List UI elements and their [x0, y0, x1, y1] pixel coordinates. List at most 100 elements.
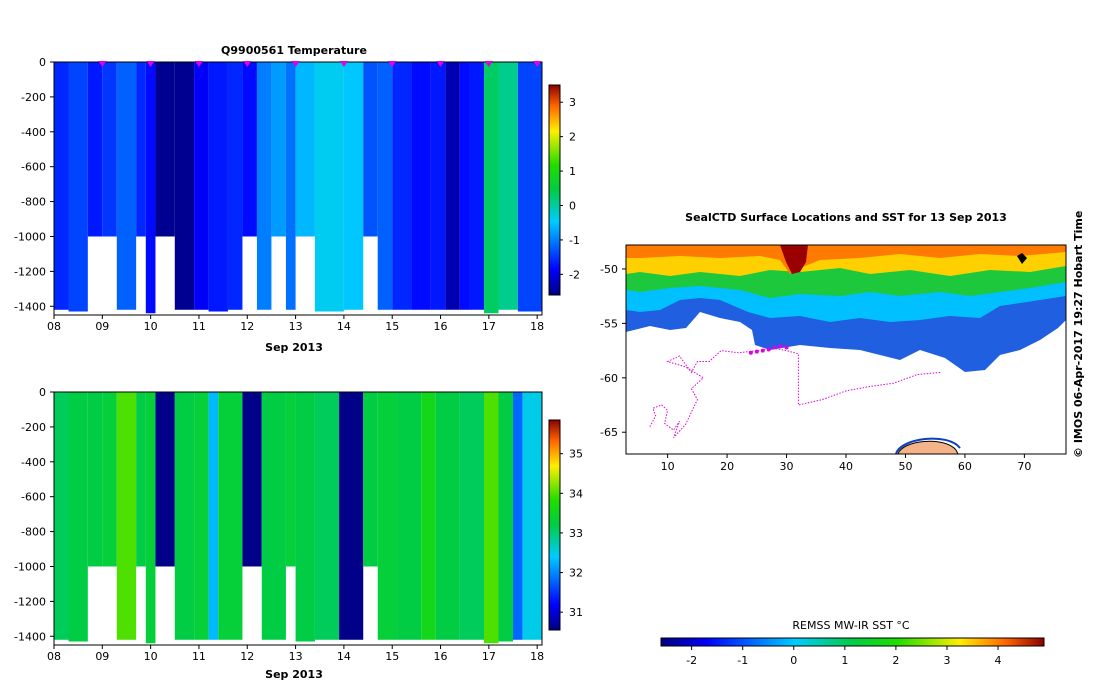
profile-cell-14	[271, 62, 286, 237]
profile-cell-22	[411, 62, 431, 310]
map-y-tick-label: -50	[600, 263, 618, 276]
profile-cell-7	[155, 392, 175, 567]
profile-cell-17	[339, 392, 364, 640]
colorbar-tick-label: 32	[569, 567, 583, 580]
seal-position	[766, 347, 771, 352]
profile-cell-12	[242, 62, 257, 237]
profile-marker	[533, 61, 542, 67]
sst-colorbar-tick-label: 1	[841, 654, 848, 667]
x-tick-label: 09	[95, 650, 109, 663]
map-x-tick-label: 60	[958, 460, 972, 473]
colorbar-tick-label: 1	[569, 165, 576, 178]
sst-colorbar-tick-label: -2	[686, 654, 697, 667]
profile-cell-5	[136, 62, 146, 237]
profile-cell-4	[116, 62, 137, 310]
map-x-tick-label: 10	[661, 460, 675, 473]
profile-cell-24	[484, 392, 499, 644]
profile-cell-15	[295, 392, 315, 642]
profile-cell-5	[136, 392, 146, 567]
profile-cell-26	[469, 62, 485, 310]
island-marker	[1017, 253, 1027, 264]
profile-marker	[194, 61, 203, 67]
seal-position	[778, 344, 783, 349]
profile-cell-19	[363, 62, 378, 237]
profile-cell-18	[343, 62, 364, 310]
x-tick-label: 08	[47, 650, 61, 663]
map-x-tick-label: 50	[898, 460, 912, 473]
map-x-tick-label: 30	[780, 460, 794, 473]
x-tick-label: 12	[240, 650, 254, 663]
seal-position	[754, 349, 759, 354]
sst-colorbar-tick-label: -1	[737, 654, 748, 667]
profile-marker	[146, 61, 155, 67]
profile-cell-13	[256, 62, 272, 310]
profile-marker	[388, 61, 397, 67]
sst-colorbar-tick-label: 0	[790, 654, 797, 667]
y-tick-label: -1000	[14, 560, 46, 573]
temperature-colorbar-ticks: 3 2 1 0 -1 -2	[560, 96, 580, 281]
profile-marker	[291, 61, 300, 67]
profile-cell-21	[421, 392, 436, 640]
sst-colorbar-tick-label: 2	[892, 654, 899, 667]
profile-cell-22	[435, 392, 460, 640]
profile-cell-20	[377, 62, 393, 310]
x-tick-label: 14	[337, 320, 351, 333]
profile-cell-15	[285, 62, 296, 310]
profile-cell-0	[54, 392, 69, 640]
seal-position	[748, 350, 753, 355]
profile-cell-19	[377, 392, 398, 640]
profile-cell-13	[261, 392, 286, 640]
profile-cell-8	[174, 62, 195, 310]
map-area	[626, 245, 1066, 454]
profile-cell-6	[145, 392, 156, 644]
sst-colorbar	[660, 637, 1045, 647]
y-tick-label: -800	[21, 526, 46, 539]
colorbar-tick-label: -2	[569, 268, 580, 281]
sst-max-patch	[780, 245, 808, 274]
x-tick-label: 17	[482, 320, 496, 333]
y-tick-label: -400	[21, 126, 46, 139]
profile-cell-27	[484, 62, 499, 314]
imos-watermark: © IMOS 06-Apr-2017 19:27 Hobart Time	[1072, 211, 1085, 458]
profile-cell-1	[68, 62, 88, 312]
sst-colorbar-tick-label: 3	[943, 654, 950, 667]
profile-cell-16	[295, 62, 315, 237]
map-y-tick-label: -55	[600, 317, 618, 330]
profile-cell-8	[174, 392, 195, 640]
x-tick-label: 11	[192, 320, 206, 333]
x-tick-label: 08	[47, 320, 61, 333]
profile-cell-25	[459, 62, 470, 310]
sst-colorbar-tick-label: 4	[995, 654, 1002, 667]
profile-cell-29	[517, 62, 542, 312]
map-x-tick-label: 20	[720, 460, 734, 473]
y-tick-label: -1200	[14, 595, 46, 608]
x-tick-label: 10	[144, 650, 158, 663]
profile-cell-16	[314, 392, 340, 640]
x-tick-label: 11	[192, 650, 206, 663]
salinity-xlabel: Sep 2013	[265, 668, 323, 681]
seal-position	[760, 348, 765, 353]
salinity-panel: 08 09 10 11 12 13 14 15 16 17 18 0 -200 -400 -600 -800 -…	[14, 386, 583, 681]
y-tick-label: -1400	[14, 630, 46, 643]
map-x-tick-label: 70	[1017, 460, 1031, 473]
profile-cell-17	[314, 62, 344, 312]
profile-cell-10	[208, 392, 219, 640]
profile-cell-26	[513, 392, 523, 640]
profile-cell-3	[102, 62, 117, 237]
profile-cell-1	[68, 392, 88, 642]
profile-cell-25	[498, 392, 514, 642]
y-tick-label: -200	[21, 421, 46, 434]
profile-cell-23	[459, 392, 485, 640]
profile-cell-12	[242, 392, 262, 567]
temperature-colorbar	[548, 84, 561, 296]
profile-cell-0	[54, 62, 69, 310]
profile-cell-2	[87, 392, 103, 567]
x-tick-label: 12	[240, 320, 254, 333]
profile-cell-10	[208, 62, 228, 312]
x-tick-label: 10	[144, 320, 158, 333]
temperature-title: Q9900561 Temperature	[221, 44, 367, 57]
profile-cell-11	[227, 62, 243, 310]
profile-cell-18	[363, 392, 378, 567]
profile-cell-9	[194, 62, 209, 310]
map-ticks: 10 20 30 40 50 60 70 -50 -55 -60 -65	[600, 263, 1031, 473]
